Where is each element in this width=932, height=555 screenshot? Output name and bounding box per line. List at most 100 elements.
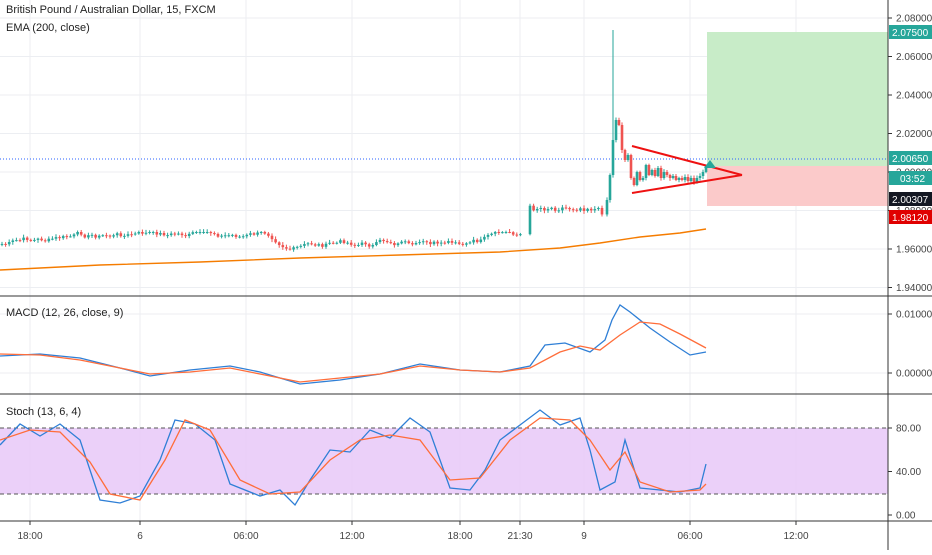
candle-body xyxy=(656,168,660,176)
candle-body xyxy=(486,234,490,237)
candle-body xyxy=(295,246,299,248)
candle-body xyxy=(532,205,535,211)
macd-axis[interactable]: 0.01000 0.00000 xyxy=(888,310,932,380)
candle-body xyxy=(108,235,112,237)
candle-body xyxy=(389,242,393,244)
candle-body xyxy=(638,172,642,180)
candle-body xyxy=(101,235,105,237)
candle-body xyxy=(692,178,696,182)
candle-body xyxy=(546,209,550,211)
candle-body xyxy=(626,155,630,160)
candle-body xyxy=(180,233,184,236)
price-tag-stop: 1.98120 xyxy=(889,210,932,224)
candle-body xyxy=(393,242,396,246)
candle-body xyxy=(550,207,553,210)
candle-body xyxy=(378,239,382,243)
stop-zone[interactable] xyxy=(707,166,888,206)
candle-body xyxy=(130,234,133,236)
candle-body xyxy=(629,155,633,178)
candle-body xyxy=(382,239,385,242)
candle-body xyxy=(579,208,582,211)
candle-body xyxy=(151,232,155,233)
symbol-title[interactable]: British Pound / Australian Dollar, 15, F… xyxy=(6,4,216,16)
candle-body xyxy=(407,241,411,244)
candle-body xyxy=(632,178,636,185)
candle-body xyxy=(184,235,187,237)
candle-body xyxy=(457,242,461,244)
price-tag-target: 2.07500 xyxy=(889,25,932,39)
stoch-tick-label: 40.00 xyxy=(896,467,921,478)
candle-body xyxy=(653,170,657,176)
candles[interactable] xyxy=(0,30,708,252)
candle-body xyxy=(483,236,486,240)
triangle-upper-line[interactable] xyxy=(631,145,743,176)
price-tag-entry: 2.00307 xyxy=(889,192,932,206)
stoch-axis[interactable]: 80.00 40.00 0.00 xyxy=(888,424,921,522)
candle-body xyxy=(238,236,241,238)
candle-body xyxy=(162,232,166,236)
candle-body xyxy=(403,241,407,243)
target-zone[interactable] xyxy=(707,32,888,166)
candle-body xyxy=(277,242,281,246)
candle-body xyxy=(270,235,274,240)
stoch-indicator-label[interactable]: Stoch (13, 6, 4) xyxy=(6,406,82,418)
candle-body xyxy=(335,242,339,244)
candle-body xyxy=(303,244,306,246)
candle-body xyxy=(148,232,151,233)
candle-body xyxy=(58,237,61,239)
candle-body xyxy=(497,232,501,233)
price-tick-label: 2.06000 xyxy=(896,52,932,63)
candle-body xyxy=(557,210,561,212)
candle-body xyxy=(249,233,252,235)
candle-body xyxy=(198,232,202,233)
candle-body xyxy=(617,120,621,125)
ema-indicator-label[interactable]: EMA (200, close) xyxy=(6,22,90,34)
candle-body xyxy=(561,207,564,211)
breakout-arrow-icon xyxy=(704,160,716,168)
candle-body xyxy=(306,243,310,245)
candle-body xyxy=(61,236,65,239)
candle-body xyxy=(543,207,546,211)
candle-body xyxy=(571,209,575,211)
time-tick-label: 06:00 xyxy=(233,531,258,542)
candle-body xyxy=(72,234,76,237)
candle-body xyxy=(40,238,43,241)
candle-body xyxy=(133,233,137,235)
candle-body xyxy=(213,233,216,235)
price-tag-stop-text: 1.98120 xyxy=(892,213,929,224)
candle-body xyxy=(349,242,353,245)
candle-body xyxy=(528,205,532,235)
stoch-tick-label: 80.00 xyxy=(896,424,921,435)
time-tick-label: 18:00 xyxy=(17,531,42,542)
triangle-pattern[interactable] xyxy=(631,145,743,194)
candle-body xyxy=(36,238,40,240)
candle-body xyxy=(432,241,436,245)
candle-body xyxy=(169,233,173,236)
candle-body xyxy=(704,166,708,172)
time-axis[interactable]: 18:00 6 06:00 12:00 18:00 21:30 9 06:00 12:00 xyxy=(17,521,809,542)
candle-body xyxy=(641,178,645,180)
triangle-lower-line[interactable] xyxy=(631,174,743,194)
candle-body xyxy=(126,234,130,236)
candle-body xyxy=(281,245,285,248)
candle-body xyxy=(568,207,571,210)
candle-body xyxy=(119,233,123,237)
candle-body xyxy=(623,150,627,160)
time-tick-label: 18:00 xyxy=(447,531,472,542)
stoch-d-line xyxy=(0,417,707,501)
candle-body xyxy=(414,242,418,245)
candle-body xyxy=(339,240,342,243)
candle-body xyxy=(331,242,335,244)
candle-body xyxy=(285,247,288,249)
candle-body xyxy=(292,247,295,250)
candle-body xyxy=(647,165,651,175)
candle-body xyxy=(447,241,450,243)
candle-body xyxy=(411,243,414,245)
candle-body xyxy=(227,235,231,237)
macd-indicator-label[interactable]: MACD (12, 26, close, 9) xyxy=(6,307,124,319)
candle-body xyxy=(472,239,475,243)
candle-body xyxy=(586,208,589,211)
candle-body xyxy=(659,168,663,178)
